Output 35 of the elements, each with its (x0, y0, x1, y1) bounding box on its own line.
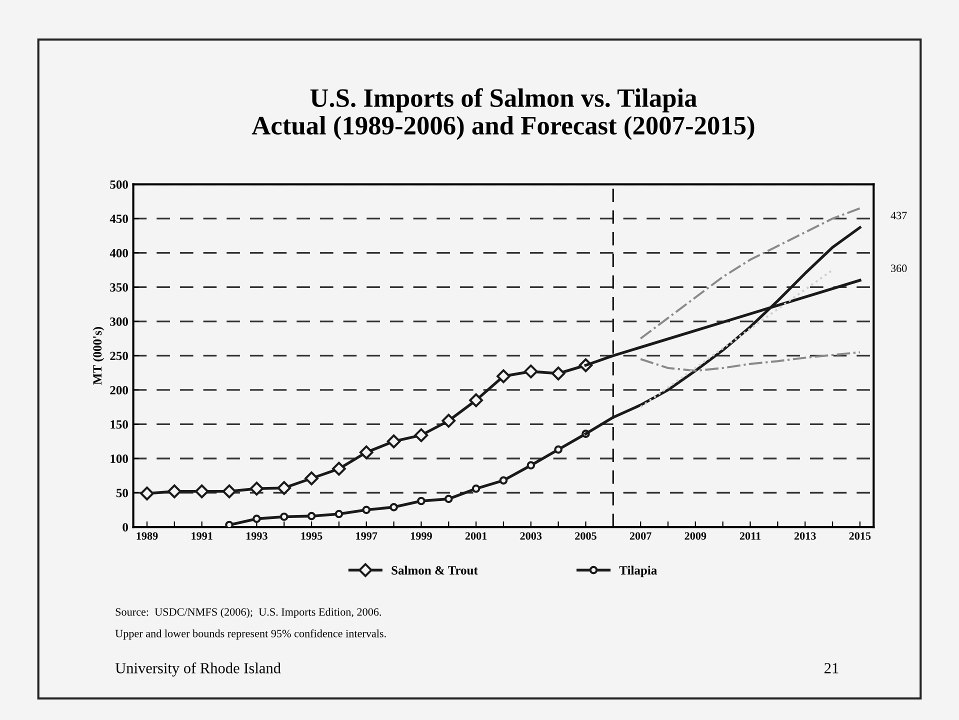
x-tick-label: 1997 (356, 532, 378, 540)
text: University of Rhode Island (115, 662, 281, 676)
x-tick-label: 2007 (630, 532, 652, 540)
y-tick-label: 500 (110, 180, 128, 189)
text: Upper and lower bounds represent 95% confidence intervals. (115, 629, 386, 640)
y-tick-label: 50 (116, 488, 128, 498)
x-tick-label: 2011 (740, 532, 760, 540)
x-tick-label: 2013 (794, 532, 816, 540)
legend-label: Tilapia (619, 566, 657, 578)
y-tick-label: 0 (122, 523, 128, 532)
legend-label: Salmon & Trout (392, 566, 478, 575)
y-tick-label: 100 (110, 454, 128, 463)
x-tick-label: 2009 (684, 532, 706, 540)
y-tick-label: 300 (110, 317, 128, 326)
y-tick-label: 250 (110, 352, 128, 360)
chart-title: U.S. Imports of Salmon vs. Tilapia Actual (1989-2006) and Forecast (2007-2015) (252, 88, 754, 140)
x-tick-label: 2005 (575, 532, 596, 540)
x-tick-label: 2001 (465, 532, 487, 540)
source-note: Source: USDC/NMFS (2006); U.S. Imports Edition, 2006. (116, 608, 382, 618)
x-tick-label: 1995 (301, 532, 322, 540)
annotation: 437 (890, 212, 907, 220)
text: 21 (824, 663, 838, 674)
y-tick-label: 400 (110, 248, 128, 258)
y-axis-title: MT (000's) (92, 327, 104, 385)
annotation: 360 (891, 264, 907, 272)
y-tick-label: 350 (110, 283, 128, 292)
x-tick-label: 1993 (246, 532, 268, 540)
y-tick-label: 450 (110, 214, 128, 224)
x-tick-label: 2003 (520, 532, 542, 540)
x-tick-label: 1989 (136, 532, 158, 540)
x-tick-label: 1991 (192, 532, 212, 540)
x-tick-label: 1999 (410, 532, 432, 540)
y-tick-label: 150 (110, 420, 128, 429)
y-tick-label: 200 (110, 386, 128, 394)
x-tick-label: 2015 (849, 532, 871, 540)
